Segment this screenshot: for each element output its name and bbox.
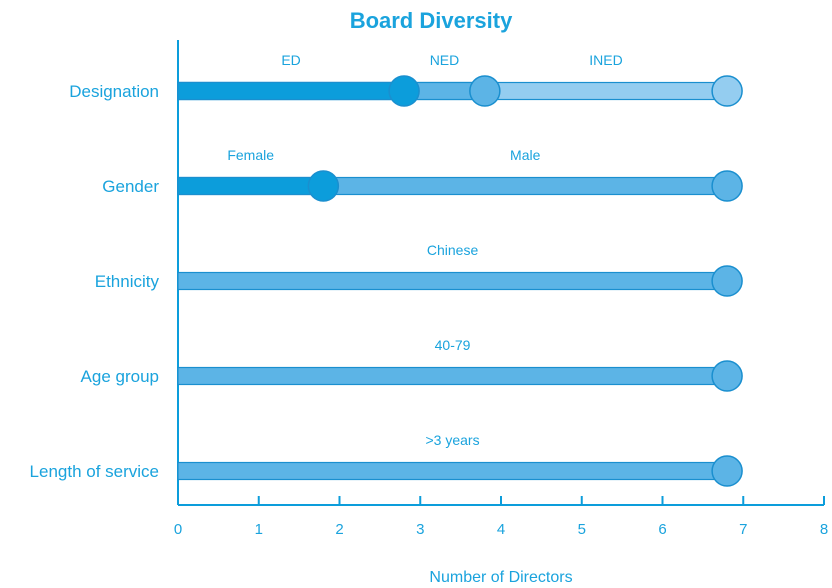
chart-title: Board Diversity xyxy=(350,8,513,33)
x-tick-label: 2 xyxy=(335,521,343,538)
x-axis-label: Number of Directors xyxy=(429,569,572,586)
segment-end-marker xyxy=(711,75,743,107)
segment-label: Female xyxy=(227,147,274,163)
x-tick-label: 8 xyxy=(820,521,828,538)
category-label: Ethnicity xyxy=(95,272,160,291)
x-tick-label: 3 xyxy=(416,521,424,538)
segment-end-marker xyxy=(711,170,743,202)
bar-segment-3-years xyxy=(177,461,728,481)
x-tick-label: 5 xyxy=(578,521,586,538)
bar-row-ethnicity: Ethnicity Chinese xyxy=(95,242,743,297)
bar-row-designation: Designation ED NED INED xyxy=(69,52,743,107)
segment-end-marker xyxy=(711,360,743,392)
bar-segment-40-79 xyxy=(177,366,728,386)
bar-rows: Designation ED NED INED Gender Female Male Ethn… xyxy=(30,52,743,487)
category-label: Designation xyxy=(69,82,159,101)
x-tick-label: 4 xyxy=(497,521,505,538)
segment-end-marker xyxy=(711,265,743,297)
segment-end-marker xyxy=(469,75,501,107)
bar-segment-female xyxy=(177,176,324,196)
axes: 0 1 2 3 4 5 6 7 8 xyxy=(174,40,828,538)
category-label: Length of service xyxy=(30,462,159,481)
x-tick-label: 1 xyxy=(255,521,263,538)
segment-label: Male xyxy=(510,147,541,163)
segment-end-marker xyxy=(711,455,743,487)
category-label: Gender xyxy=(102,177,159,196)
bar-row-length-of-service: Length of service >3 years xyxy=(30,432,743,487)
segment-end-marker xyxy=(307,170,340,202)
x-tick-label: 0 xyxy=(174,521,182,538)
bar-row-age-group: Age group 40-79 xyxy=(81,337,743,392)
bar-segment-chinese xyxy=(177,271,728,291)
bar-segment-ed xyxy=(177,81,405,101)
segment-label: 40-79 xyxy=(435,337,471,353)
segment-label: ED xyxy=(281,52,300,68)
segment-end-marker xyxy=(388,75,420,107)
segment-label: INED xyxy=(589,52,622,68)
bar-row-gender: Gender Female Male xyxy=(102,147,743,202)
segment-label: NED xyxy=(430,52,460,68)
segment-label: Chinese xyxy=(427,242,479,258)
x-tick-label: 7 xyxy=(739,521,747,538)
category-label: Age group xyxy=(81,367,159,386)
segment-label: >3 years xyxy=(426,432,480,448)
x-tick-label: 6 xyxy=(658,521,666,538)
